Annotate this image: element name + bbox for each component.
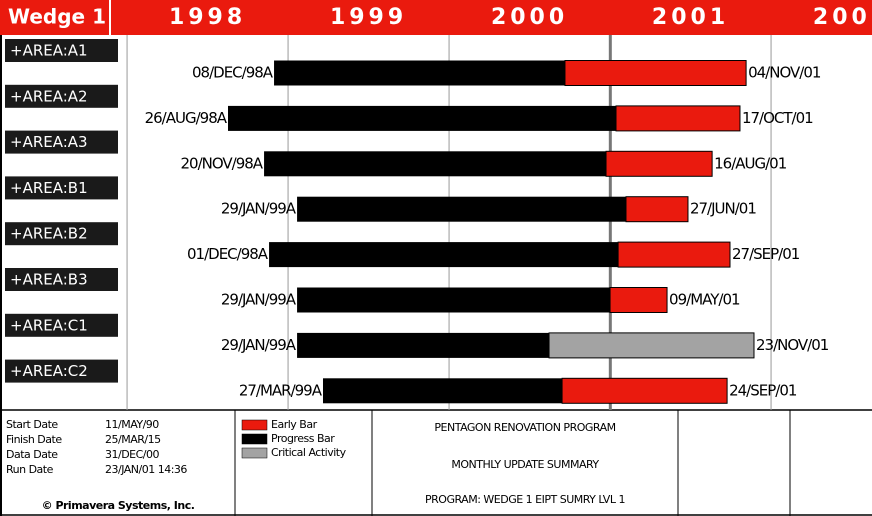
progress-bar <box>264 151 607 177</box>
row-label: +AREA:A1 <box>10 42 88 60</box>
row-label-box <box>5 313 118 337</box>
progress-bar <box>274 60 565 86</box>
progress-bar <box>322 378 563 404</box>
date-label: Data Date <box>6 448 58 461</box>
row-label-box <box>5 222 118 246</box>
start-label: 29/JAN/99A <box>221 200 297 218</box>
start-label: 29/JAN/99A <box>221 336 297 354</box>
start-label: 29/JAN/99A <box>221 291 297 309</box>
date-value: 11/MAY/90 <box>105 418 159 431</box>
date-label: Run Date <box>6 463 54 476</box>
finish-label: 27/SEP/01 <box>732 245 800 263</box>
progress-bar <box>297 196 626 222</box>
remaining-bar <box>564 60 747 86</box>
remaining-bar <box>609 287 668 313</box>
date-label: Start Date <box>6 418 58 431</box>
start-label: 08/DEC/98A <box>192 64 274 82</box>
remaining-bar <box>625 196 689 223</box>
copyright: © Primavera Systems, Inc. <box>42 499 195 512</box>
date-value: 31/DEC/00 <box>105 448 160 461</box>
left-border <box>0 35 2 516</box>
row-label: +AREA:A2 <box>10 87 88 105</box>
finish-label: 16/AUG/01 <box>714 154 787 172</box>
start-label: 20/NOV/98A <box>180 154 263 172</box>
legend-swatch <box>241 447 268 459</box>
start-label: 26/AUG/98A <box>145 109 228 127</box>
row-label: +AREA:B1 <box>10 179 88 197</box>
remaining-bar <box>605 150 713 177</box>
remaining-bar <box>615 105 741 132</box>
row-label: +AREA:C2 <box>10 362 88 380</box>
progress-bar <box>297 287 611 313</box>
year-label: 1998 <box>169 5 246 30</box>
remaining-bar <box>561 377 728 404</box>
remaining-bar <box>548 332 755 359</box>
year-label: 2000 <box>491 5 568 30</box>
finish-label: 04/NOV/01 <box>748 64 821 82</box>
header-band <box>0 0 872 35</box>
remaining-bar <box>617 241 731 268</box>
year-label: 2002 <box>813 5 872 30</box>
date-label: Finish Date <box>6 433 62 446</box>
finish-label: 17/OCT/01 <box>742 109 813 127</box>
legend-swatch <box>241 433 268 445</box>
row-label: +AREA:C1 <box>10 316 88 334</box>
finish-label: 09/MAY/01 <box>669 291 740 309</box>
project-line: PENTAGON RENOVATION PROGRAM <box>434 421 615 434</box>
row-label-box <box>5 39 118 62</box>
year-label: 1999 <box>330 5 407 30</box>
date-value: 25/MAR/15 <box>105 433 161 446</box>
row-label-box <box>5 84 118 108</box>
finish-label: 27/JUN/01 <box>690 200 756 218</box>
row-label: +AREA:A3 <box>10 133 88 151</box>
legend-label: Progress Bar <box>271 432 335 445</box>
legend-label: Critical Activity <box>271 446 347 459</box>
start-label: 01/DEC/98A <box>187 245 269 263</box>
start-label: 27/MAR/99A <box>239 381 323 399</box>
row-label-box <box>5 176 118 200</box>
legend-swatch <box>241 419 268 431</box>
progress-bar <box>297 332 550 358</box>
finish-label: 23/NOV/01 <box>756 336 829 354</box>
year-label: 2001 <box>652 5 729 30</box>
date-value: 23/JAN/01 14:36 <box>105 463 187 476</box>
project-line: PROGRAM: WEDGE 1 EIPT SUMRY LVL 1 <box>425 493 625 506</box>
row-label: +AREA:B2 <box>10 225 88 243</box>
legend-label: Early Bar <box>271 418 318 431</box>
header-title: Wedge 1 <box>8 5 106 29</box>
finish-label: 24/SEP/01 <box>729 381 797 399</box>
row-label-box <box>5 359 118 383</box>
row-label: +AREA:B3 <box>10 271 88 289</box>
row-label-box <box>5 268 118 291</box>
project-line: MONTHLY UPDATE SUMMARY <box>451 458 599 471</box>
progress-bar <box>228 105 617 131</box>
progress-bar <box>269 242 619 268</box>
row-label-box <box>5 130 118 154</box>
